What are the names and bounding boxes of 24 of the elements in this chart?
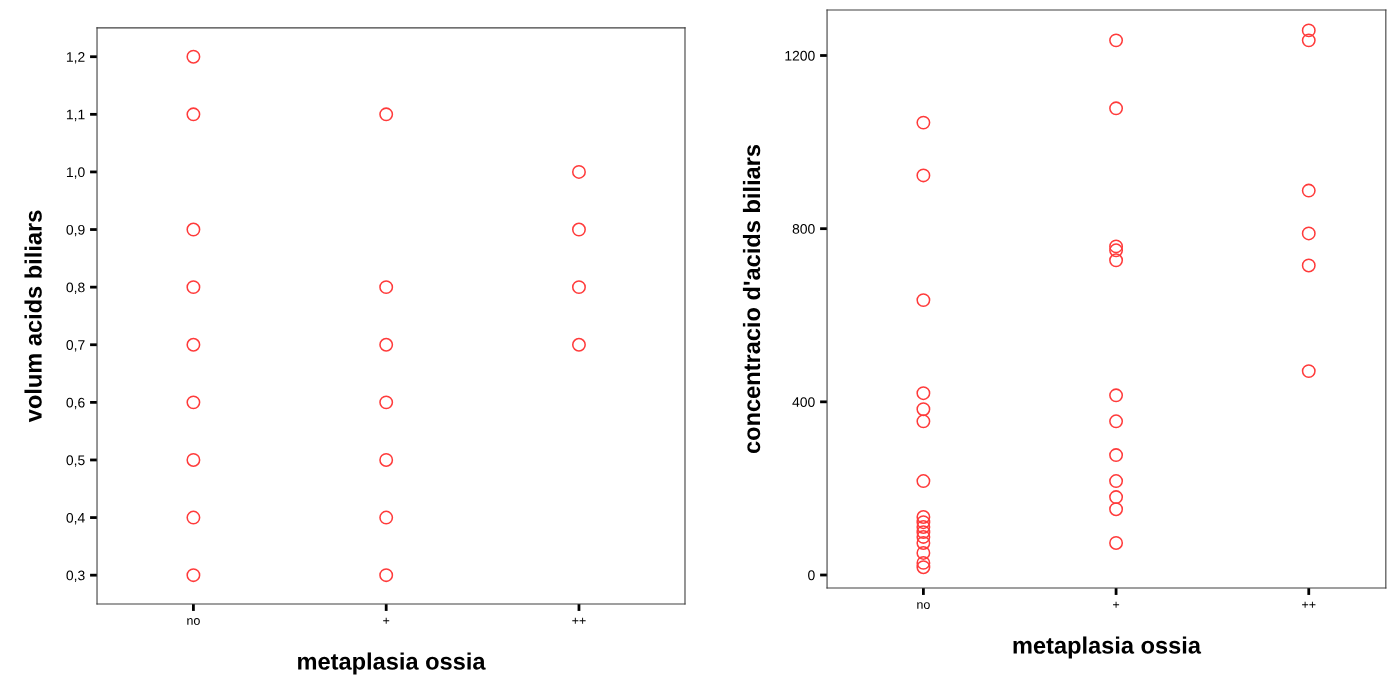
y-axis-title: volum acids biliars: [24, 210, 42, 423]
y-tick-label: 0,6: [66, 397, 85, 410]
x-tick-label: ++: [572, 617, 586, 624]
x-tick-label: +: [1113, 601, 1120, 608]
x-tick-label: +: [383, 617, 390, 624]
y-axis-title: concentracio d'acids biliars: [742, 144, 761, 454]
y-tick-label: 1,2: [66, 52, 85, 64]
y-tick-label: 0,8: [66, 282, 85, 294]
y-tick-label: 1200: [785, 50, 815, 61]
y-tick-label: 1,0: [66, 167, 85, 179]
y-tick-label: 1,1: [66, 109, 85, 122]
y-tick-label: 800: [792, 224, 815, 234]
x-tick-label: no: [187, 618, 200, 625]
x-axis-title: metaplasia ossia: [298, 652, 486, 675]
y-tick-label: 0,4: [66, 512, 85, 525]
y-tick-label: 0,3: [66, 570, 85, 582]
y-tick-label: 0,9: [66, 224, 85, 237]
y-tick-label: 0: [808, 570, 815, 581]
y-tick-label: 400: [792, 397, 815, 408]
x-axis-title: metaplasia ossia: [1013, 636, 1202, 659]
y-tick-label: 0,7: [66, 340, 85, 352]
x-tick-label: ++: [1302, 601, 1316, 608]
x-tick-label: no: [917, 602, 930, 609]
y-tick-label: 0,5: [66, 455, 85, 467]
